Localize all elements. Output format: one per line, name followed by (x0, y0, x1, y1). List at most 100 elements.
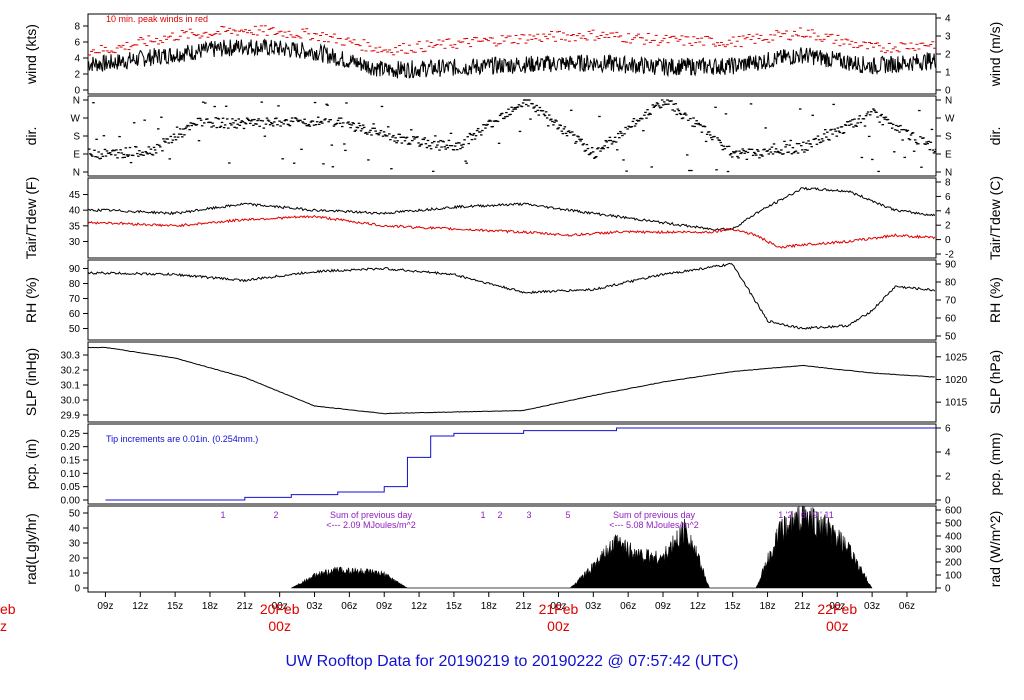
slp-ytick-right-label: 1025 (945, 352, 968, 363)
date-sub-label: 00z (547, 618, 570, 634)
wind-ytick-right-label: 3 (945, 32, 951, 43)
wind-ytick-left-label: 4 (74, 54, 80, 65)
slp-ylabel-right: SLP (hPa) (987, 350, 1003, 414)
date-sub-label-cutoff: z (0, 618, 7, 634)
wind-ytick-right-label: 0 (945, 86, 951, 97)
wind-ytick-right-label: 1 (945, 68, 951, 79)
rad-ytick-right-label: 100 (945, 571, 962, 582)
x-tick-label: 12z (132, 601, 148, 612)
x-tick-label: 18z (759, 601, 775, 612)
pcp-series-1 (105, 427, 936, 501)
x-tick-label: 09z (376, 601, 392, 612)
rad-ytick-right-label: 400 (945, 532, 962, 543)
temp-ylabel-right: Tair/Tdew (C) (987, 176, 1003, 260)
temp-ylabel-left: Tair/Tdew (F) (23, 177, 39, 259)
dir-ylabel-left: dir. (23, 127, 39, 146)
rad-ytick-left-label: 50 (69, 509, 81, 520)
rad-annotation: 3 (526, 510, 531, 520)
slp-frame (87, 341, 937, 423)
rad-series-1 (291, 506, 873, 589)
rad-annotation: 1 (480, 510, 485, 520)
x-tick-label: 09z (655, 601, 671, 612)
temp-series-1 (88, 186, 936, 231)
dir-ytick-left-label: N (73, 168, 80, 179)
date-label: 22Feb (817, 601, 857, 617)
date-label: 21Feb (539, 601, 579, 617)
date-sub-label: 00z (268, 618, 291, 634)
x-tick-label: 09z (97, 601, 113, 612)
rh-ytick-left-label: 50 (69, 324, 81, 335)
pcp-ytick-right-label: 2 (945, 472, 951, 483)
temp-ytick-left-label: 40 (69, 206, 81, 217)
rh-ytick-left-label: 80 (69, 279, 81, 290)
dir-ytick-right-label: N (945, 96, 952, 107)
wind-note: 10 min. peak winds in red (106, 14, 208, 24)
x-tick-label: 03z (306, 601, 322, 612)
pcp-ytick-right-label: 6 (945, 424, 951, 435)
wind-ytick-right-label: 4 (945, 14, 951, 25)
x-tick-label: 21z (516, 601, 532, 612)
x-tick-label: 18z (481, 601, 497, 612)
rad-ylabel-left: rad(Lgly/hr) (23, 513, 39, 585)
temp-ytick-right-label: 6 (945, 192, 951, 203)
rh-ytick-right-label: 80 (945, 278, 957, 289)
rad-annotation: <--- 2.09 MJoules/m^2 (326, 520, 416, 530)
slp-ytick-right-label: 1015 (945, 398, 968, 409)
temp-ytick-right-label: -2 (945, 250, 954, 261)
x-tick-label: 12z (411, 601, 427, 612)
wind-ytick-left-label: 6 (74, 38, 80, 49)
rh-ytick-right-label: 70 (945, 296, 957, 307)
rh-ytick-left-label: 60 (69, 309, 81, 320)
x-tick-label: 00z (272, 601, 288, 612)
rad-annotation: 2 (273, 510, 278, 520)
wind-ytick-right-label: 2 (945, 50, 951, 61)
x-tick-label: 21z (237, 601, 253, 612)
x-tick-label: 00z (550, 601, 566, 612)
x-tick-label: 15z (725, 601, 741, 612)
slp-ytick-left-label: 30.1 (61, 381, 81, 392)
dir-ytick-left-label: W (71, 114, 81, 125)
x-tick-label: 03z (585, 601, 601, 612)
temp-ytick-right-label: 8 (945, 178, 951, 189)
rad-ytick-left-label: 0 (74, 584, 80, 595)
rh-ytick-right-label: 60 (945, 314, 957, 325)
pcp-note: Tip increments are 0.01in. (0.254mm.) (106, 434, 258, 444)
rad-ytick-right-label: 600 (945, 506, 962, 517)
temp-series-2 (88, 214, 936, 249)
dir-ytick-right-label: S (945, 132, 952, 143)
slp-ylabel-left: SLP (inHg) (23, 348, 39, 416)
x-tick-label: 03z (864, 601, 880, 612)
slp-series-1 (88, 346, 935, 415)
x-tick-label: 06z (341, 601, 357, 612)
x-tick-label: 06z (620, 601, 636, 612)
rh-ytick-right-label: 90 (945, 260, 957, 271)
temp-ytick-right-label: 0 (945, 235, 951, 246)
pcp-ytick-right-label: 4 (945, 448, 951, 459)
temp-ytick-right-label: 4 (945, 206, 951, 217)
dir-frame (87, 95, 937, 177)
rad-annotation: 1 (220, 510, 225, 520)
x-axis: 09z 12z 15z 18z 21z 00z 03z 06z 09z 12z 15z 18z 21z 0… (0, 592, 915, 634)
rad-ytick-right-label: 300 (945, 545, 962, 556)
rad-ytick-left-label: 10 (69, 569, 81, 580)
dir-ytick-left-label: E (73, 150, 80, 161)
x-tick-label: 21z (794, 601, 810, 612)
slp-ytick-right-label: 1020 (945, 375, 968, 386)
rh-ylabel-left: RH (%) (23, 277, 39, 323)
panel-rad: 010203040500100200300400500600rad(Lgly/h… (23, 505, 1003, 595)
slp-ytick-left-label: 30.3 (61, 351, 81, 362)
wind-ytick-left-label: 0 (74, 86, 80, 97)
temp-ytick-left-label: 30 (69, 237, 81, 248)
pcp-ylabel-left: pcp. (in) (23, 439, 39, 490)
rh-ytick-left-label: 70 (69, 294, 81, 305)
x-tick-label: 18z (202, 601, 218, 612)
wind-series-2 (88, 25, 936, 56)
dir-ylabel-right: dir. (987, 127, 1003, 146)
dir-ytick-right-label: N (945, 168, 952, 179)
chart-title: UW Rooftop Data for 20190219 to 20190222… (286, 653, 739, 670)
rad-annotation: 2 (497, 510, 502, 520)
rad-ytick-right-label: 0 (945, 584, 951, 595)
rad-ytick-right-label: 500 (945, 519, 962, 530)
pcp-ytick-left-label: 0.15 (61, 456, 81, 467)
